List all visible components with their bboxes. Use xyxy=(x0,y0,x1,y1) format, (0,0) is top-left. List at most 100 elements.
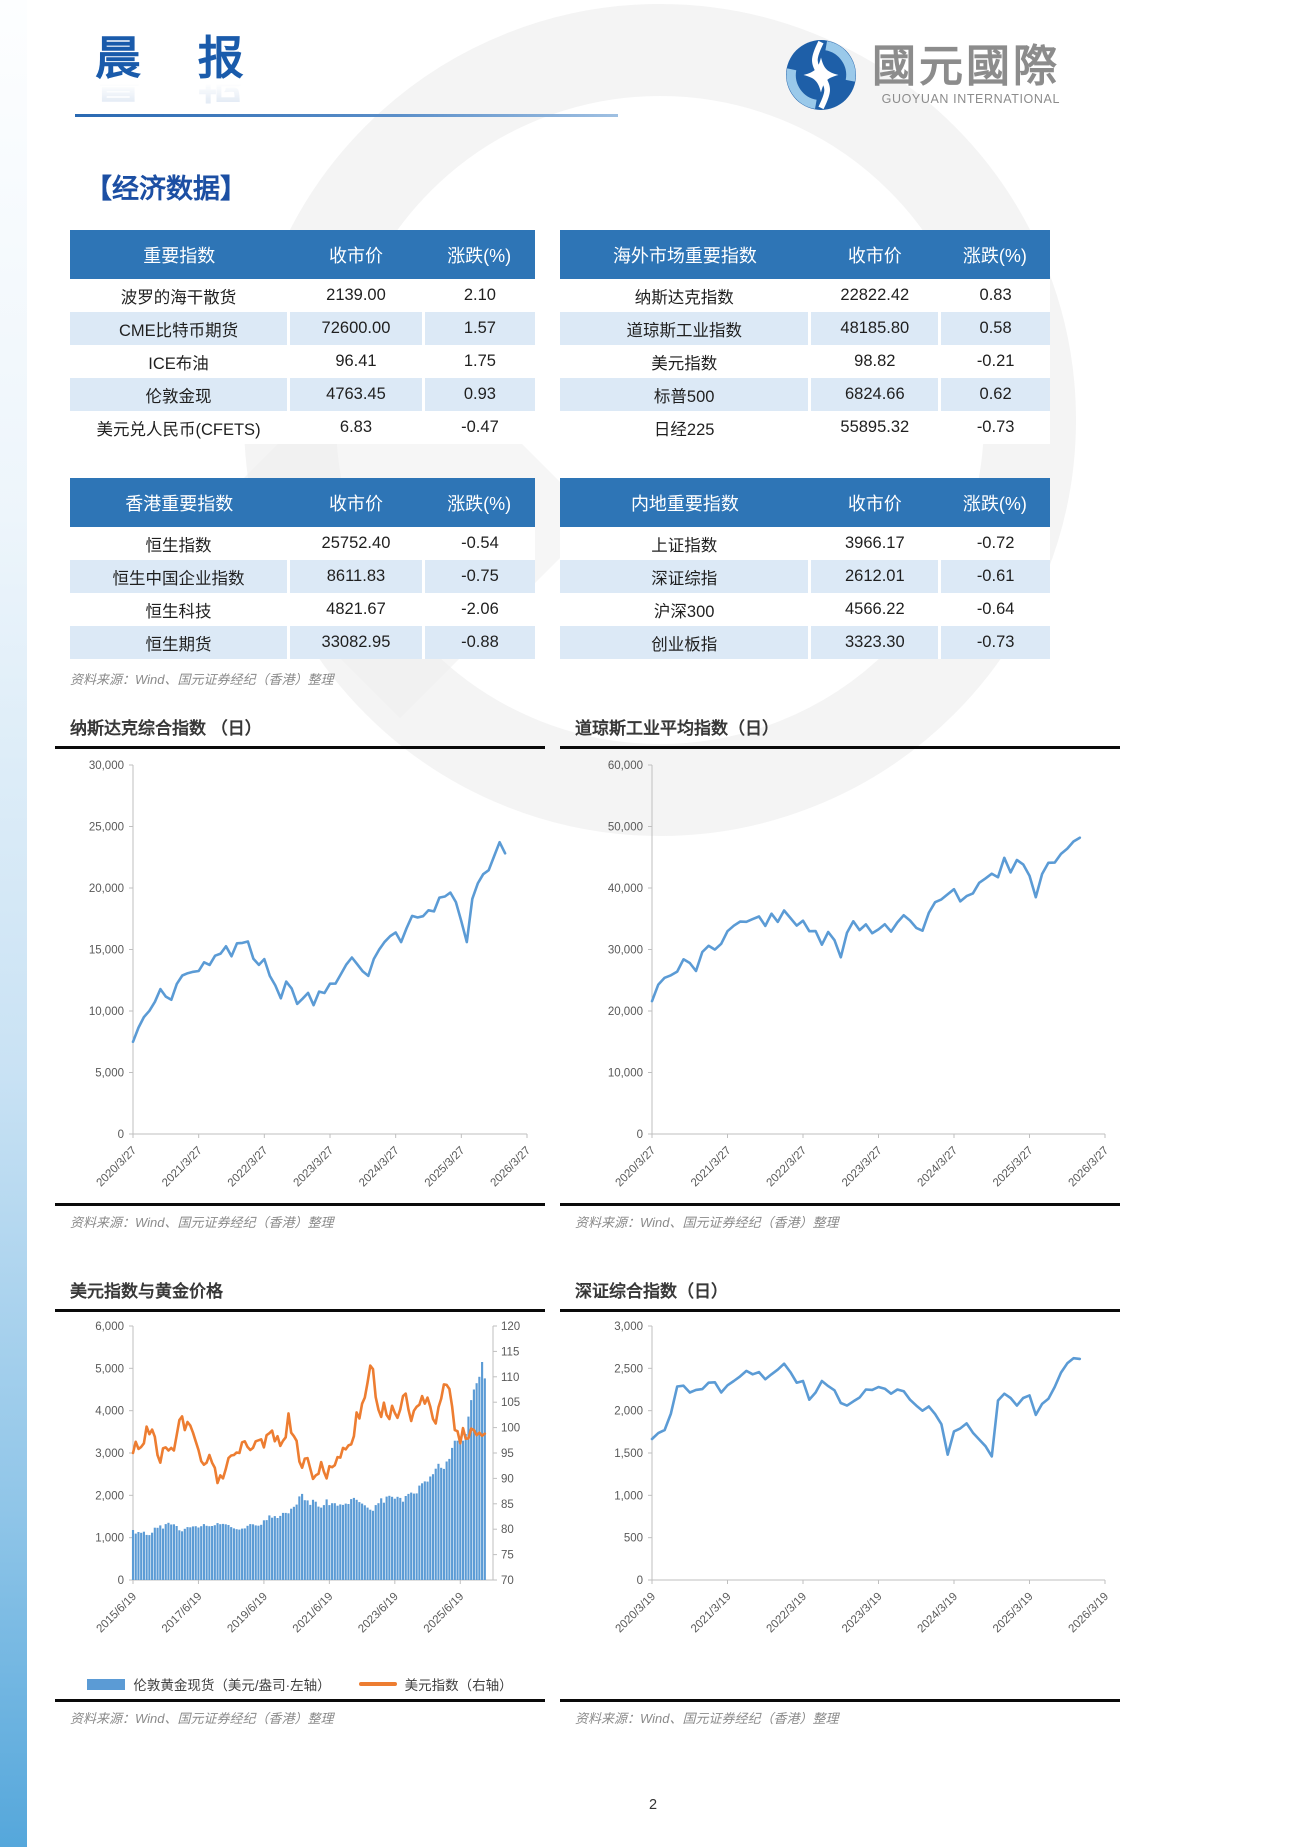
change-pct-cell: -0.21 xyxy=(938,345,1050,378)
y-tick-label: 0 xyxy=(118,1575,124,1587)
chart-block-gold-usd: 美元指数与黄金价格 0 1,000 2,000 3,000 4,000 5,000 6,00… xyxy=(55,1277,545,1727)
y-tick-label: 25,000 xyxy=(89,822,124,834)
x-tick-label: 2025/3/27 xyxy=(423,1145,468,1190)
change-pct-cell: 1.57 xyxy=(421,312,535,345)
column-header: 涨跌(%) xyxy=(939,478,1050,527)
line-series xyxy=(131,1364,487,1485)
column-header: 收市价 xyxy=(809,230,940,279)
right-y-tick-label: 115 xyxy=(501,1346,519,1358)
column-header: 重要指数 xyxy=(70,230,289,279)
chart-block-szcomp: 深证综合指数（日） 0 500 1,000 1,500 2,000 2,500 3,000 2… xyxy=(560,1277,1120,1727)
y-tick-label: 20,000 xyxy=(608,1006,643,1018)
change-pct-cell: -2.06 xyxy=(421,593,535,626)
x-tick-label: 2020/3/27 xyxy=(613,1145,658,1190)
column-header: 香港重要指数 xyxy=(70,478,289,527)
legend-label: 美元指数（右轴） xyxy=(404,1678,513,1693)
x-tick-label: 2019/6/19 xyxy=(225,1591,270,1636)
table-row: 深证综指 2612.01 -0.61 xyxy=(560,560,1050,593)
table-row: 创业板指 3323.30 -0.73 xyxy=(560,626,1050,659)
right-y-tick-label: 100 xyxy=(501,1423,520,1435)
chart-svg: 0 10,000 20,000 30,000 40,000 50,000 60,000 202… xyxy=(608,760,1111,1190)
line-series xyxy=(131,840,507,1044)
change-pct-cell: -0.61 xyxy=(938,560,1050,593)
x-tick-label: 2021/3/27 xyxy=(689,1145,734,1190)
chart-block-nasdaq: 纳斯达克综合指数 （日） 0 5,000 10,000 15,000 20,000 25,… xyxy=(55,714,545,1231)
close-price-cell: 2139.00 xyxy=(287,279,424,312)
table-row: 道琼斯工业指数 48185.80 0.58 xyxy=(560,312,1050,345)
close-price-cell: 48185.80 xyxy=(808,312,940,345)
change-pct-cell: 0.62 xyxy=(938,378,1050,411)
chart-source-note: 资料来源：Wind、国元证券经纪（香港）整理 xyxy=(560,1203,1120,1231)
legend-spacer xyxy=(560,1671,1120,1697)
x-tick-label: 2026/3/27 xyxy=(1066,1145,1111,1190)
chart-canvas-gold-usd: 0 1,000 2,000 3,000 4,000 5,000 6,000 70 75 80 85 9… xyxy=(55,1314,545,1697)
y-tick-label: 0 xyxy=(637,1575,643,1587)
chart-svg: 0 5,000 10,000 15,000 20,000 25,000 30,000 2020… xyxy=(89,760,533,1190)
change-pct-cell: -0.73 xyxy=(938,411,1050,444)
bar-series xyxy=(131,1362,486,1580)
masthead-title-group: 晨 报 晨 报 xyxy=(95,34,266,105)
index-name-cell: 伦敦金现 xyxy=(70,378,289,411)
x-tick-label: 2024/3/27 xyxy=(915,1145,960,1190)
x-tick-label: 2025/6/19 xyxy=(422,1591,467,1636)
index-name-cell: CME比特币期货 xyxy=(70,312,289,345)
x-tick-label: 2017/6/19 xyxy=(160,1591,205,1636)
close-price-cell: 4821.67 xyxy=(287,593,424,626)
index-name-cell: 恒生期货 xyxy=(70,626,289,659)
company-logo: 國元國際 GUOYUAN INTERNATIONAL xyxy=(784,38,1060,112)
chart-canvas-szcomp: 0 500 1,000 1,500 2,000 2,500 3,000 2020/3/19 20… xyxy=(560,1314,1120,1671)
chart-block-dow: 道琼斯工业平均指数（日） 0 10,000 20,000 30,000 40,000 50… xyxy=(560,714,1120,1231)
change-pct-cell: -0.73 xyxy=(938,626,1050,659)
line-series xyxy=(650,836,1082,1003)
close-price-cell: 55895.32 xyxy=(808,411,940,444)
y-tick-label: 2,000 xyxy=(614,1406,643,1418)
column-header: 涨跌(%) xyxy=(939,230,1050,279)
table-row: 沪深300 4566.22 -0.64 xyxy=(560,593,1050,626)
table-important-indices-grid: 重要指数 收市价 涨跌(%) 波罗的海干散货 2139.00 2.10 CME比特币期货 72… xyxy=(70,230,535,444)
table-overseas-indices-grid: 海外市场重要指数 收市价 涨跌(%) 纳斯达克指数 22822.42 0.83 道琼斯工业指… xyxy=(560,230,1050,444)
y-tick-label: 1,000 xyxy=(614,1490,643,1502)
chart-title-gold-usd: 美元指数与黄金价格 xyxy=(55,1277,545,1312)
y-tick-label: 3,000 xyxy=(614,1321,643,1333)
table-row: ICE布油 96.41 1.75 xyxy=(70,345,535,378)
close-price-cell: 22822.42 xyxy=(808,279,940,312)
logo-mark-icon xyxy=(786,40,856,110)
brand-name-en: GUOYUAN INTERNATIONAL xyxy=(881,91,1060,106)
close-price-cell: 96.41 xyxy=(287,345,424,378)
column-header: 收市价 xyxy=(809,478,940,527)
index-name-cell: 深证综指 xyxy=(560,560,810,593)
chart-title-dow: 道琼斯工业平均指数（日） xyxy=(560,714,1120,749)
index-name-cell: 沪深300 xyxy=(560,593,810,626)
index-name-cell: ICE布油 xyxy=(70,345,289,378)
index-name-cell: 上证指数 xyxy=(560,527,810,560)
y-tick-label: 5,000 xyxy=(95,1363,124,1375)
legend-item: 美元指数（右轴） xyxy=(358,1674,513,1694)
chart-legend: 伦敦黄金现货（美元/盎司·左轴） 美元指数（右轴） xyxy=(55,1671,545,1697)
y-tick-label: 10,000 xyxy=(608,1068,643,1080)
y-tick-label: 0 xyxy=(637,1129,643,1141)
charts-grid: 纳斯达克综合指数 （日） 0 5,000 10,000 15,000 20,000 25,… xyxy=(55,714,1306,1727)
column-header: 收市价 xyxy=(288,478,424,527)
table-mainland-indices-grid: 内地重要指数 收市价 涨跌(%) 上证指数 3966.17 -0.72 深证综指 2612.0… xyxy=(560,478,1050,659)
close-price-cell: 4763.45 xyxy=(287,378,424,411)
chart-svg: 0 1,000 2,000 3,000 4,000 5,000 6,000 70 75 80 85 9… xyxy=(94,1321,520,1636)
column-header: 收市价 xyxy=(288,230,424,279)
x-tick-label: 2022/3/27 xyxy=(764,1145,809,1190)
right-y-tick-label: 85 xyxy=(501,1499,514,1511)
y-tick-label: 2,500 xyxy=(614,1363,643,1375)
table-row: CME比特币期货 72600.00 1.57 xyxy=(70,312,535,345)
close-price-cell: 6.83 xyxy=(287,411,424,444)
change-pct-cell: 1.75 xyxy=(421,345,535,378)
index-name-cell: 纳斯达克指数 xyxy=(560,279,810,312)
x-tick-label: 2021/3/19 xyxy=(689,1591,734,1636)
chart-title-szcomp: 深证综合指数（日） xyxy=(560,1277,1120,1312)
x-tick-label: 2022/3/19 xyxy=(764,1591,809,1636)
table-row: 恒生指数 25752.40 -0.54 xyxy=(70,527,535,560)
section-title: 【经济数据】 xyxy=(85,174,247,204)
table-row: 纳斯达克指数 22822.42 0.83 xyxy=(560,279,1050,312)
right-y-tick-label: 80 xyxy=(501,1524,514,1536)
right-y-tick-label: 75 xyxy=(501,1550,514,1562)
change-pct-cell: -0.72 xyxy=(938,527,1050,560)
index-name-cell: 日经225 xyxy=(560,411,810,444)
